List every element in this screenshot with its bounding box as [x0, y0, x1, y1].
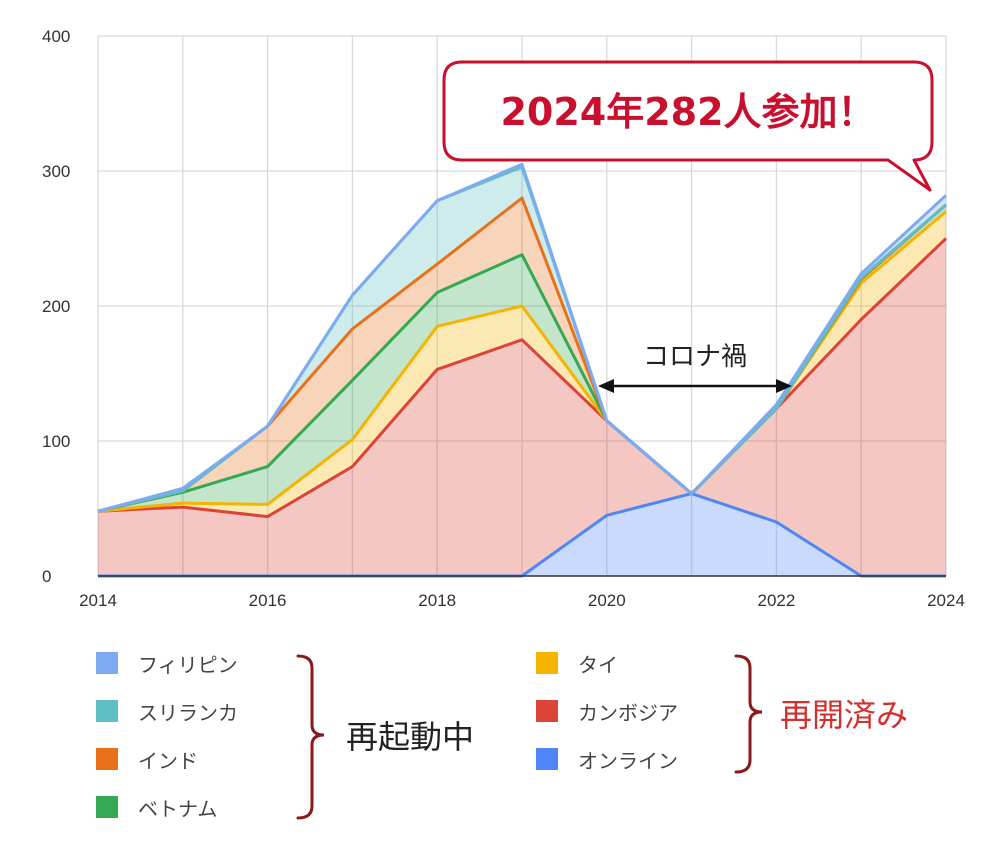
- area-layers: [98, 164, 946, 576]
- legend-label: ベトナム: [138, 796, 218, 821]
- legend-item: スリランカ: [96, 696, 238, 726]
- x-tick-label: 2014: [79, 591, 117, 610]
- legend-group-label: 再起動中: [346, 718, 475, 756]
- legend-label: タイ: [578, 652, 618, 677]
- area-ベトナム: [98, 204, 946, 512]
- legend-label: オンライン: [578, 748, 678, 773]
- legend-group-bracket: [734, 654, 763, 774]
- legend-item: フィリピン: [96, 648, 238, 678]
- legend-label: インド: [138, 748, 198, 773]
- legend-swatch: [96, 652, 118, 674]
- arrowhead-right-icon: [776, 379, 792, 393]
- legend-swatch: [536, 700, 558, 722]
- y-tick-label: 200: [42, 297, 70, 316]
- legend-label: フィリピン: [138, 652, 238, 677]
- x-tick-label: 2020: [588, 591, 626, 610]
- legend-item: タイ: [536, 648, 618, 678]
- legend-swatch: [96, 700, 118, 722]
- y-tick-label: 400: [42, 27, 70, 46]
- callout-bubble: [442, 60, 934, 192]
- legend-label: カンボジア: [578, 700, 678, 725]
- area-オンライン: [98, 493, 946, 576]
- corona-label: コロナ禍: [643, 342, 747, 372]
- axes: 0 100 200 300 400 2014 2016 2018 2020 2022 2024: [42, 27, 965, 610]
- legend-item: カンボジア: [536, 696, 678, 726]
- legend-group-label: 再開済み: [780, 696, 909, 734]
- line-フィリピン: [97, 162, 948, 513]
- legend-swatch: [536, 748, 558, 770]
- legend-label: スリランカ: [138, 700, 238, 725]
- y-tick-label: 300: [42, 162, 70, 181]
- x-tick-label: 2018: [418, 591, 456, 610]
- y-tick-label: 100: [42, 432, 70, 451]
- line-カンボジア: [97, 237, 948, 519]
- x-tick-label: 2024: [927, 591, 965, 610]
- x-tick-label: 2022: [757, 591, 795, 610]
- legend-item: インド: [96, 744, 198, 774]
- y-tick-label: 0: [42, 567, 51, 586]
- legend-item: オンライン: [536, 744, 678, 774]
- legend-swatch: [96, 748, 118, 770]
- callout-text: 2024年282人参加！: [500, 90, 875, 134]
- legend-group-bracket: [296, 654, 325, 820]
- legend-swatch: [536, 652, 558, 674]
- arrowhead-left-icon: [598, 379, 614, 393]
- legend-item: ベトナム: [96, 792, 217, 822]
- annotations: 2024年282人参加！ コロナ禍: [296, 60, 934, 820]
- legend-swatch: [96, 796, 118, 818]
- x-tick-label: 2016: [249, 591, 287, 610]
